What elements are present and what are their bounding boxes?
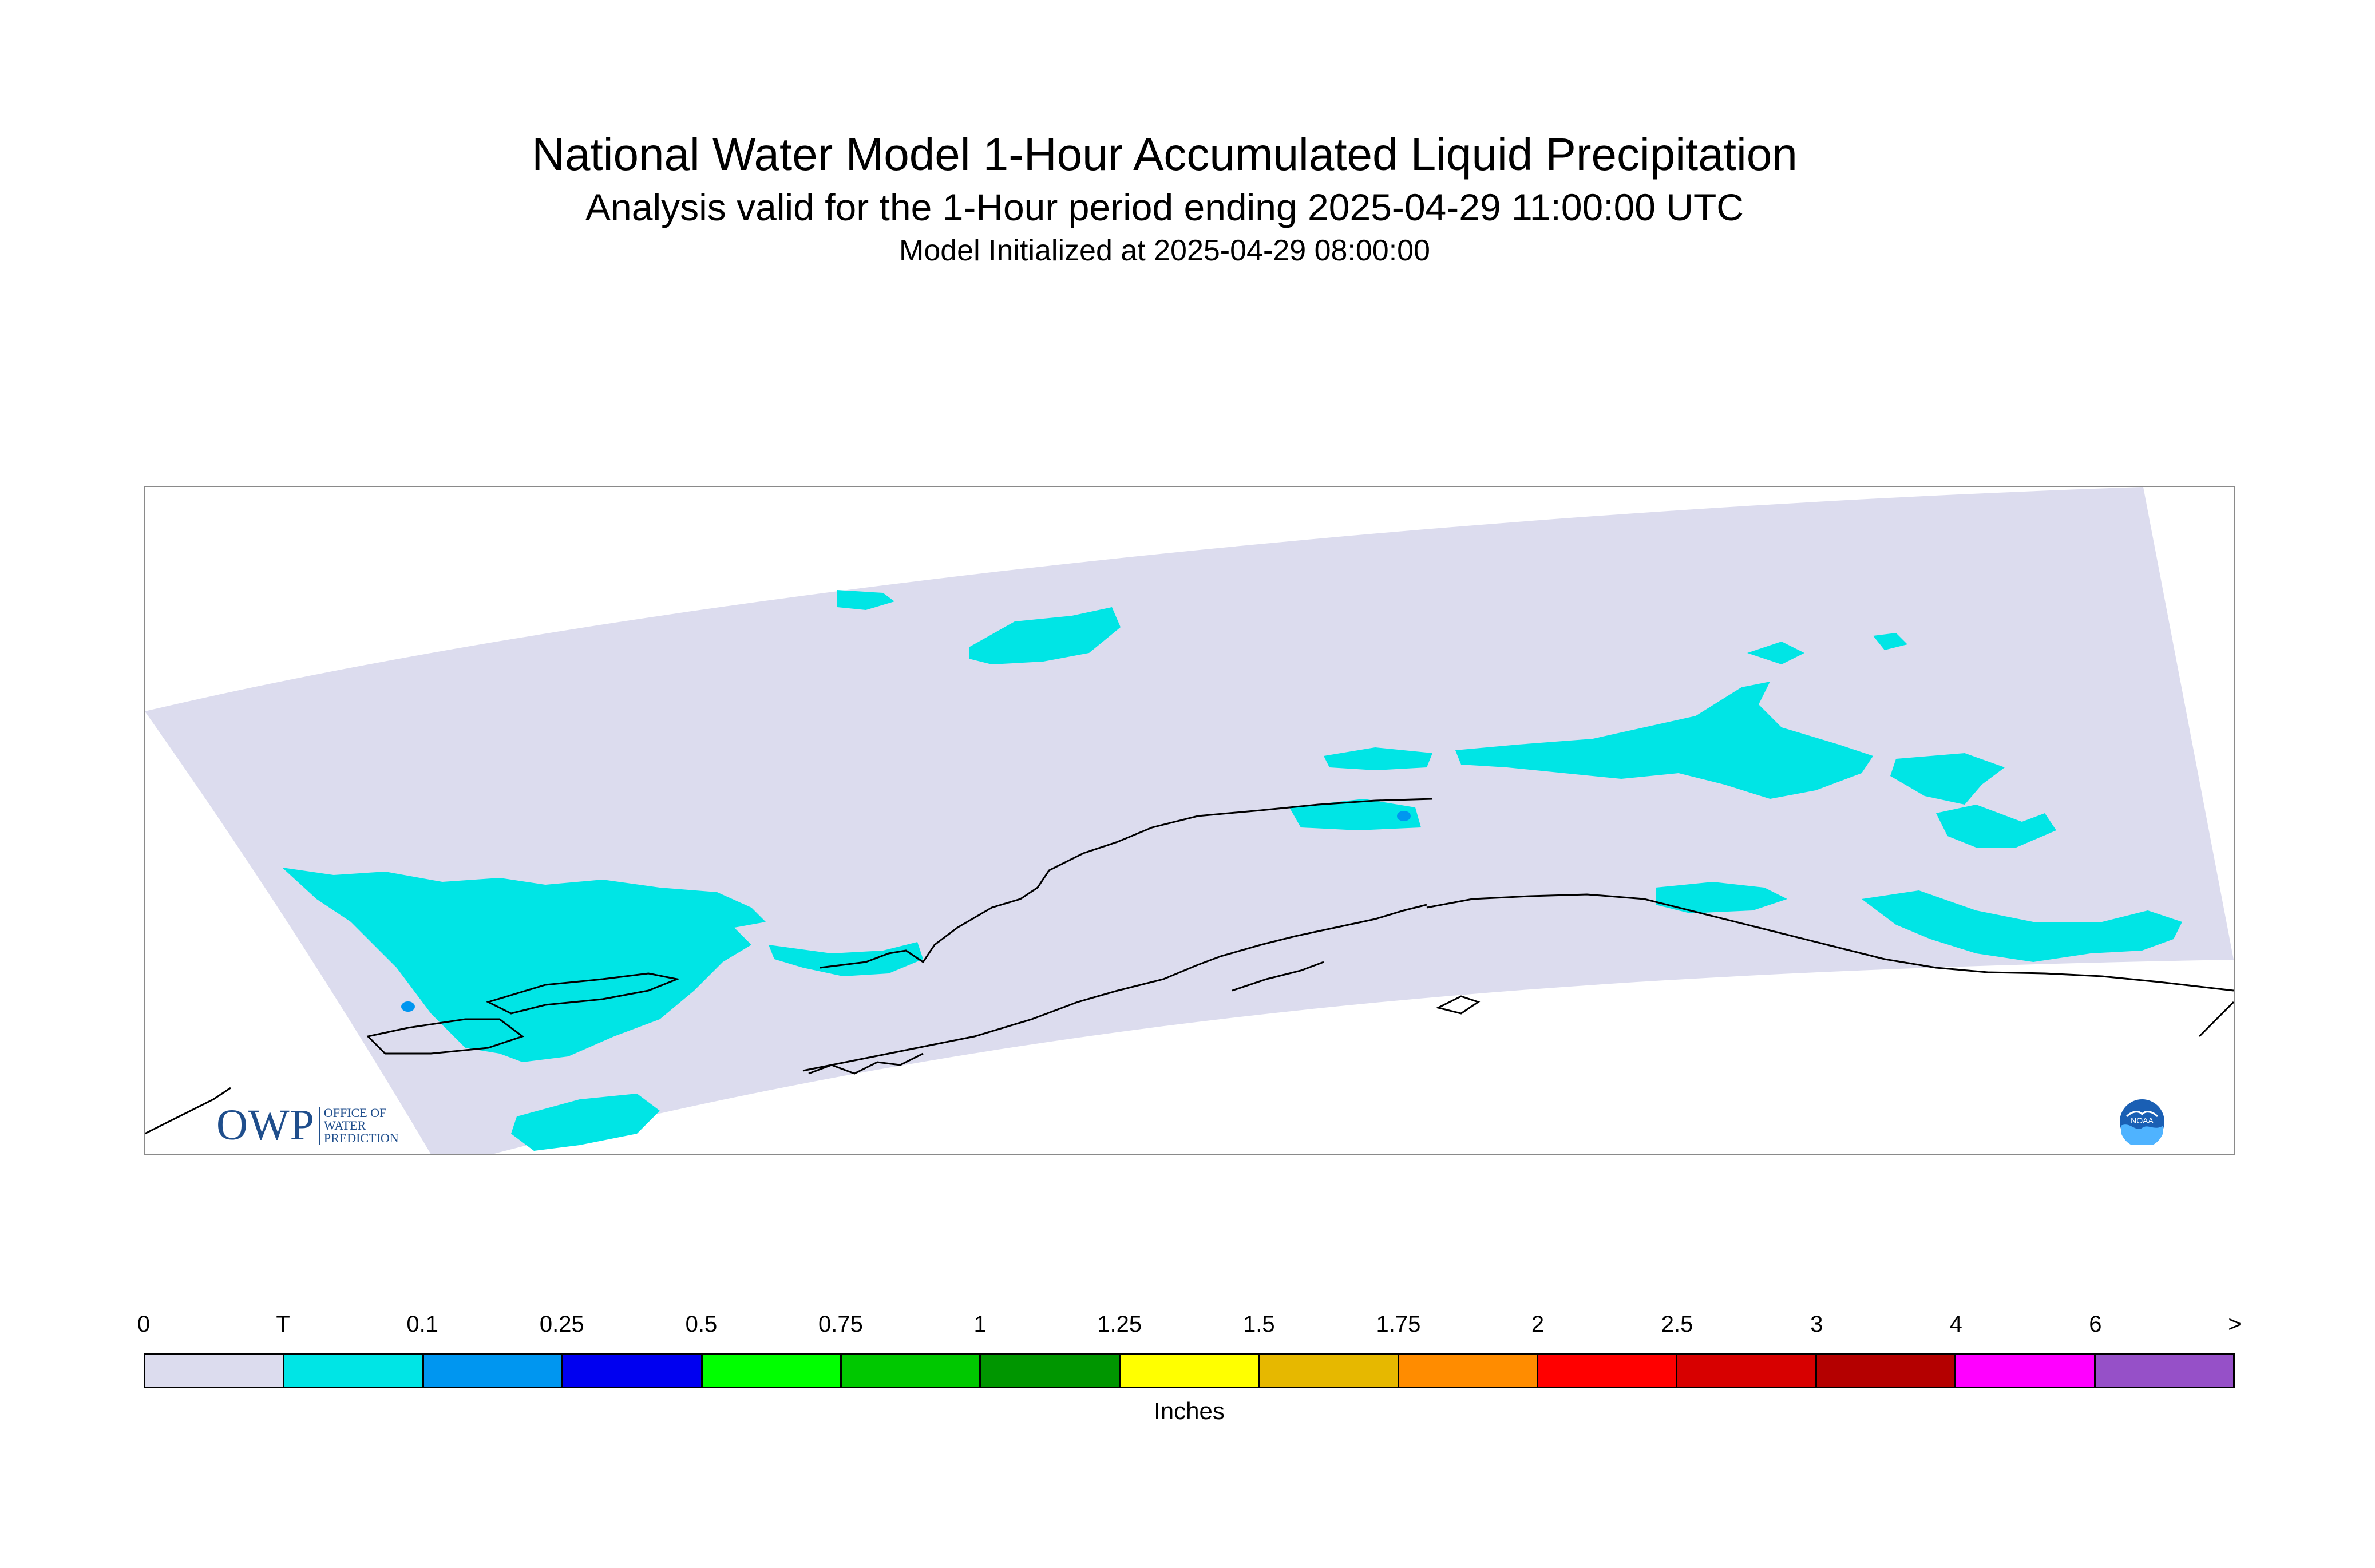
precip-area-north-blob [969, 607, 1121, 664]
coastline-arm [1260, 798, 1433, 811]
precip-area-islands [1289, 799, 1421, 830]
legend-tick-label: 3 [1810, 1312, 1823, 1337]
coastline-west-inlet [485, 972, 680, 1015]
coastline-west-ne [820, 809, 1261, 969]
precip-trace-areas [282, 590, 2182, 1151]
owp-logo: OWP Office of Water Prediction [216, 1100, 399, 1150]
legend-tick-label: 2 [1531, 1312, 1545, 1337]
precip-area-east-upper [1890, 753, 2005, 805]
legend-swatch [422, 1355, 562, 1387]
legend-tick-label: 0 [137, 1312, 151, 1337]
coastline-south-islands [1232, 961, 1324, 992]
title-block: National Water Model 1-Hour Accumulated … [143, 126, 2186, 270]
legend-tick-label: 0.75 [818, 1312, 863, 1337]
coastline-sw [366, 1018, 525, 1055]
precip-area-bay [769, 942, 923, 976]
legend-swatch [979, 1355, 1119, 1387]
legend-tick-label: 1.5 [1242, 1312, 1275, 1337]
legend-swatch [1537, 1355, 1676, 1387]
legend-swatch [561, 1355, 701, 1387]
legend-tick-label: 1.25 [1097, 1312, 1142, 1337]
coastlines [145, 798, 2234, 1135]
precip-area-ne-dots2 [1873, 633, 1907, 650]
legend-swatch [1397, 1355, 1537, 1387]
legend-tick-label: > [2228, 1312, 2242, 1337]
noaa-icon: NOAA [2120, 1099, 2164, 1145]
legend-color-bar [144, 1353, 2235, 1388]
page-title: National Water Model 1-Hour Accumulated … [532, 129, 1798, 180]
color-legend: 0 T 0.1 0.25 0.5 0.75 1 1.25 1.5 1.75 2 2.5 3 4 6 > Inc… [137, 1312, 2242, 1424]
legend-tick-label: 0.1 [406, 1312, 438, 1337]
precip-spot-west [401, 1001, 415, 1012]
legend-tick-label: 6 [2089, 1312, 2102, 1337]
coastline-se-island [1435, 995, 1481, 1015]
precip-area-north-small [837, 590, 894, 610]
legend-swatch [1258, 1355, 1398, 1387]
legend-swatch [283, 1355, 422, 1387]
owp-logo-text: Office of Water Prediction [319, 1105, 399, 1145]
legend-tick-label: 0.25 [539, 1312, 584, 1337]
precip-area-east-lower [1862, 890, 2182, 962]
legend-tick-label: 4 [1949, 1312, 1962, 1337]
noaa-logo-text: NOAA [2131, 1116, 2154, 1125]
precip-area-central-north [1455, 682, 1873, 799]
legend-swatch [1676, 1355, 1815, 1387]
legend-swatch [145, 1355, 283, 1387]
coastline-sw-corner [145, 1087, 231, 1135]
precip-area-west [282, 868, 766, 1062]
legend-swatch [1815, 1355, 1955, 1387]
legend-swatch [700, 1355, 841, 1387]
precip-area-sw [511, 1094, 660, 1151]
model-init-subtitle: Model Initialized at 2025-04-29 08:00:00 [899, 234, 1430, 267]
owp-logo-line2: Water [323, 1118, 366, 1133]
precip-area-central-small [1324, 747, 1432, 770]
legend-tick-labels: 0 T 0.1 0.25 0.5 0.75 1 1.25 1.5 1.75 2 2.5 3 4 6 > [137, 1312, 2242, 1346]
coastline-peninsula [802, 904, 1427, 1072]
legend-swatch [1954, 1355, 2094, 1387]
coastline-central-south [1426, 893, 2234, 992]
precip-light-areas [401, 811, 1411, 1012]
coastline-east-edge [2198, 1001, 2234, 1038]
owp-logo-line1: Office of [323, 1105, 387, 1120]
map-canvas [145, 487, 2234, 1154]
precip-area-east-mid [1936, 805, 2056, 848]
owp-logo-line3: Prediction [323, 1130, 399, 1145]
coastline-peninsula-south [808, 1052, 924, 1075]
legend-tick-label: 1 [973, 1312, 987, 1337]
legend-tick-label: 0.5 [685, 1312, 718, 1337]
legend-tick-label: 1.75 [1376, 1312, 1421, 1337]
legend-units: Inches [1154, 1397, 1225, 1424]
legend-swatch [1118, 1355, 1258, 1387]
legend-tick-label: 2.5 [1661, 1312, 1693, 1337]
precipitation-map: OWP Office of Water Prediction NOAA [144, 486, 2235, 1155]
model-domain [145, 487, 2234, 1154]
precip-spot-central [1397, 811, 1411, 821]
precip-area-ne-dots [1747, 642, 1804, 664]
precip-area-southcentral [1656, 882, 1787, 913]
legend-tick-label: T [276, 1312, 290, 1337]
owp-logo-mark: OWP [216, 1101, 315, 1149]
legend-swatch [840, 1355, 980, 1387]
valid-period-subtitle: Analysis valid for the 1-Hour period end… [585, 186, 1744, 228]
legend-swatch [2093, 1355, 2234, 1387]
